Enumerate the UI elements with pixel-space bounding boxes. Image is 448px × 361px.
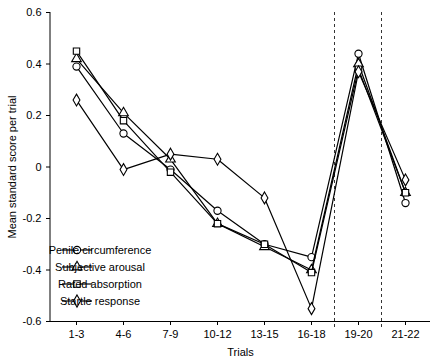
svg-text:0: 0	[35, 161, 41, 173]
svg-text:19-20: 19-20	[344, 328, 372, 340]
svg-text:Penile circumference: Penile circumference	[49, 244, 152, 256]
svg-text:Startle response: Startle response	[60, 295, 140, 307]
svg-text:16-18: 16-18	[297, 328, 325, 340]
svg-text:0.6: 0.6	[26, 6, 41, 18]
svg-text:1-3: 1-3	[69, 328, 85, 340]
svg-text:7-9: 7-9	[163, 328, 179, 340]
svg-text:Mean standard score per trial: Mean standard score per trial	[6, 95, 18, 238]
svg-text:-0.4: -0.4	[23, 264, 42, 276]
svg-text:Subjective arousal: Subjective arousal	[55, 261, 145, 273]
svg-text:10-12: 10-12	[203, 328, 231, 340]
svg-text:Trials: Trials	[227, 346, 254, 358]
svg-text:-0.2: -0.2	[23, 212, 42, 224]
svg-text:0.4: 0.4	[26, 58, 41, 70]
svg-text:13-15: 13-15	[250, 328, 278, 340]
svg-text:-0.6: -0.6	[23, 315, 42, 327]
svg-text:4-6: 4-6	[116, 328, 132, 340]
svg-text:Rated absorption: Rated absorption	[58, 278, 142, 290]
svg-text:21-22: 21-22	[391, 328, 419, 340]
svg-text:0.2: 0.2	[26, 109, 41, 121]
